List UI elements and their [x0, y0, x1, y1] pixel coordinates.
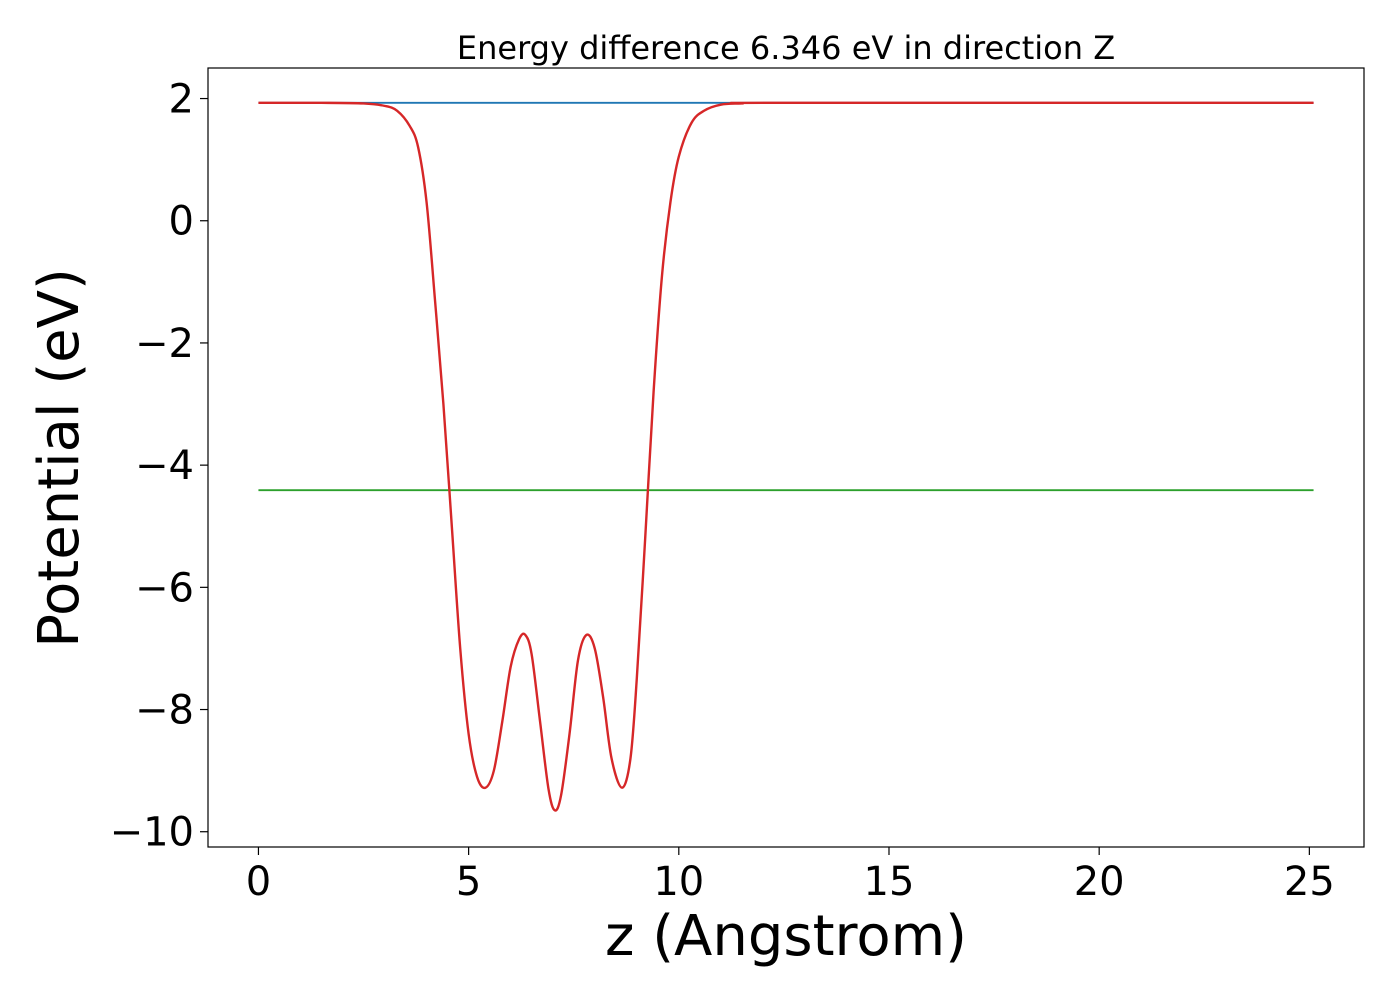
x-tick-label: 5 [456, 859, 481, 905]
y-axis-label: Potential (eV) [27, 268, 92, 648]
series-layer [258, 101, 1314, 812]
x-axis-label: z (Angstrom) [605, 904, 967, 969]
y-tick-label: −4 [135, 443, 194, 489]
y-tick-label: 0 [169, 199, 194, 245]
y-tick-label: 2 [169, 77, 194, 123]
x-tick-label: 0 [246, 859, 271, 905]
y-tick-label: −2 [135, 321, 194, 367]
y-axis-ticks: 2 0 −2 −4 −6 −8 −10 [110, 77, 208, 856]
plot-background [208, 68, 1364, 847]
x-axis-ticks: 0 5 10 15 20 25 [246, 847, 1335, 905]
x-tick-label: 20 [1074, 859, 1125, 905]
y-tick-label: −6 [135, 565, 194, 611]
series-line-4 [258, 101, 1314, 812]
x-tick-label: 25 [1284, 859, 1335, 905]
x-tick-label: 15 [864, 859, 915, 905]
x-tick-label: 10 [653, 859, 704, 905]
y-tick-label: −8 [135, 688, 194, 734]
plot-frame [207, 67, 1365, 848]
y-tick-label: −10 [110, 810, 194, 856]
chart-title: Energy difference 6.346 eV in direction … [457, 29, 1115, 67]
